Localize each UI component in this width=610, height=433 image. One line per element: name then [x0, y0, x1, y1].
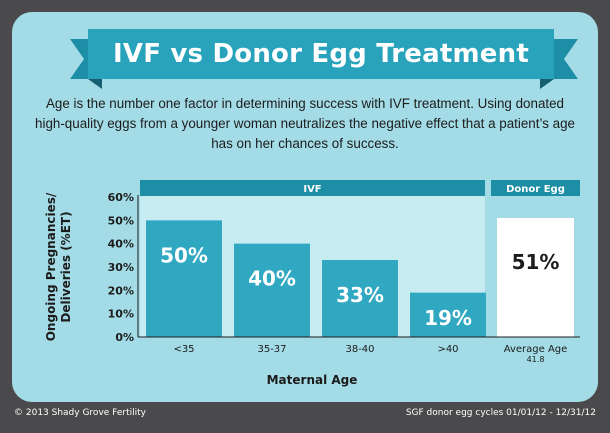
ribbon-fold-left	[88, 79, 102, 89]
y-tick-label: 0%	[115, 331, 134, 344]
ivf-bar	[410, 292, 486, 337]
ivf-bar	[146, 220, 222, 337]
y-tick-label: 20%	[108, 284, 134, 297]
x-tick-label: <35	[173, 344, 194, 355]
ivf-bar-value-label: 40%	[248, 267, 296, 291]
x-tick-label: Average Age	[504, 344, 568, 355]
y-axis-label: Ongoing Pregnancies/Deliveries (%ET)	[44, 192, 73, 341]
ribbon-fold-right	[540, 79, 554, 89]
y-tick-label: 30%	[108, 261, 134, 274]
donor-bar	[497, 218, 574, 337]
x-tick-label: 35-37	[257, 344, 286, 355]
y-tick-label: 60%	[108, 191, 134, 204]
copyright-text: © 2013 Shady Grove Fertility	[14, 408, 146, 418]
description-text: Age is the number one factor in determin…	[35, 96, 575, 151]
ivf-group-label: IVF	[303, 184, 321, 195]
ivf-bar-value-label: 33%	[336, 283, 384, 307]
y-tick-label: 10%	[108, 308, 134, 321]
ivf-bar	[234, 243, 310, 337]
ivf-group-header	[140, 180, 485, 196]
donor-group-label: Donor Egg	[506, 184, 565, 195]
source-note: SGF donor egg cycles 01/01/12 - 12/31/12	[405, 408, 596, 418]
infographic-card: IVF vs Donor Egg Treatment Age is the nu…	[12, 12, 598, 402]
title-ribbon: IVF vs Donor Egg Treatment	[88, 29, 554, 79]
y-tick-label: 40%	[108, 238, 134, 251]
ivf-bar-value-label: 19%	[424, 306, 472, 330]
y-tick-label: 50%	[108, 214, 134, 227]
x-tick-sublabel: 41.8	[527, 355, 545, 364]
donor-bar-value-label: 51%	[512, 250, 560, 274]
x-tick-label: >40	[437, 344, 458, 355]
donor-group-header	[491, 180, 580, 196]
ivf-bar-value-label: 50%	[160, 243, 208, 267]
x-axis-label: Maternal Age	[267, 373, 358, 387]
ivf-bar	[322, 260, 398, 337]
page-title: IVF vs Donor Egg Treatment	[113, 39, 529, 69]
x-tick-label: 38-40	[345, 344, 374, 355]
